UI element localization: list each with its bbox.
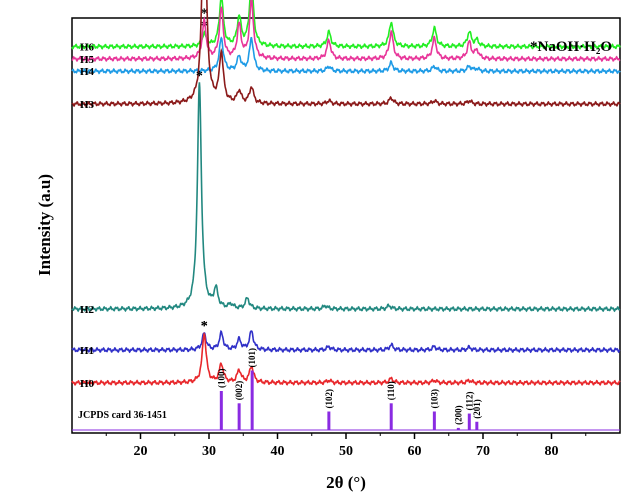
series-h3: H3 * <box>71 0 621 111</box>
series-h0: H0 * <box>71 319 621 390</box>
reference-hkl-label: (100) <box>216 369 226 389</box>
series-line <box>71 36 621 75</box>
x-tick-label: 30 <box>202 444 216 459</box>
reference-hkl-label: (101) <box>247 348 257 368</box>
reference-label: JCPDS card 36-1451 <box>78 410 167 421</box>
x-tick-label: 50 <box>339 444 353 459</box>
series-label: H4 <box>80 66 95 78</box>
reference-hkl-label: (103) <box>429 389 439 409</box>
peak-star-marker: * <box>201 319 208 334</box>
series-h5: H5 * <box>71 0 621 66</box>
series-h4: H4 <box>71 36 621 78</box>
series-line <box>71 329 621 354</box>
series-h6: H6 * <box>71 0 621 54</box>
series-line <box>71 0 621 63</box>
x-tick-label: 40 <box>271 444 285 459</box>
series-label: H5 <box>80 54 95 66</box>
series-line <box>71 0 621 50</box>
series-h2: H2 * <box>71 69 621 316</box>
y-axis-title: Intensity (a.u) <box>35 174 54 276</box>
naoh-annotation: *NaOH·H₂O <box>530 39 612 55</box>
x-axis: 20 30 40 50 60 70 80 <box>105 433 587 459</box>
series-label: H2 <box>80 304 95 316</box>
series-line <box>71 332 621 387</box>
reference-hkl-label: (110) <box>386 381 396 400</box>
reference-hkl-label: (102) <box>324 389 334 409</box>
series-line <box>71 0 621 108</box>
plot-frame <box>71 17 621 434</box>
peak-star-marker: * <box>196 69 203 84</box>
x-tick-label: 20 <box>134 444 148 459</box>
series-h1: H1 * <box>71 319 621 357</box>
reference-hkl-label: (201) <box>472 399 482 419</box>
series-label: H6 <box>80 42 95 54</box>
peak-star-marker: * <box>201 19 208 34</box>
x-tick-label: 70 <box>476 444 490 459</box>
peak-star-marker: * <box>201 7 208 22</box>
series-label: H1 <box>80 345 94 357</box>
peak-star-marker: * <box>201 319 208 334</box>
series-label: H0 <box>80 378 95 390</box>
x-axis-title: 2θ (°) <box>326 473 366 492</box>
reference-hkl-label: (002) <box>234 381 244 401</box>
x-tick-label: 80 <box>545 444 559 459</box>
series-label: H3 <box>80 99 95 111</box>
reference-hkl-label: (200) <box>453 405 463 425</box>
series-line <box>71 82 621 313</box>
reference-layer: JCPDS card 36-1451 (100) (002) (101) (102) (1… <box>72 348 620 431</box>
x-tick-label: 60 <box>408 444 422 459</box>
reference-hkl-label: (112) <box>464 392 474 411</box>
